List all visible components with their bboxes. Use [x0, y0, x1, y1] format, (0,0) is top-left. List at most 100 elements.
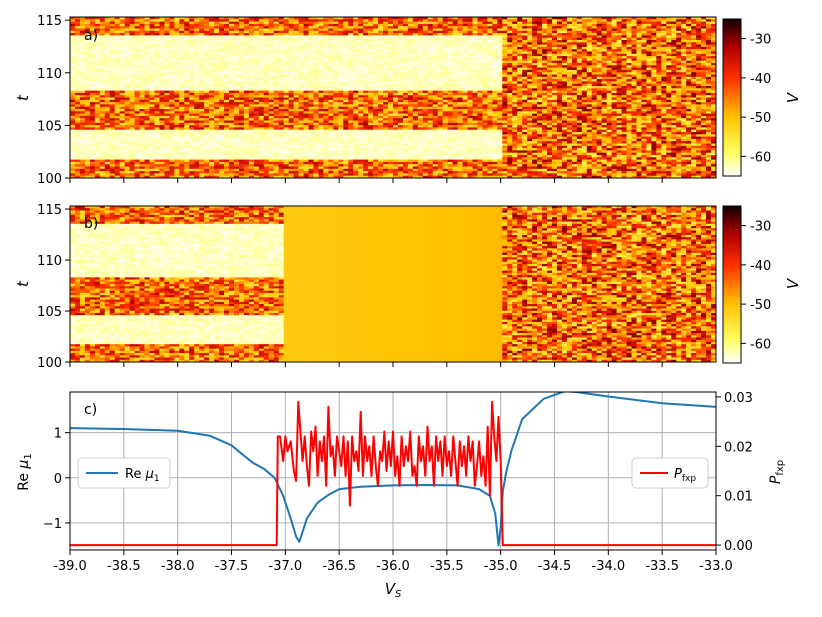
heatmap-cell	[358, 175, 364, 178]
heatmap-cell	[164, 113, 170, 117]
heatmap-cell	[358, 21, 364, 25]
heatmap-cell	[104, 76, 111, 80]
heatmap-cell	[323, 109, 329, 112]
heatmap-cell	[154, 104, 160, 108]
heatmap-cell	[288, 136, 295, 140]
heatmap-cell	[353, 88, 359, 92]
heatmap-cell	[159, 175, 165, 178]
heatmap-cell	[179, 69, 185, 73]
heatmap-cell	[169, 106, 175, 110]
heatmap-cell	[323, 95, 329, 98]
heatmap-cell	[194, 175, 200, 178]
heatmap-cell	[293, 86, 300, 89]
heatmap-cell	[417, 67, 424, 71]
heatmap-cell	[214, 46, 220, 50]
heatmap-cell	[243, 26, 250, 29]
heatmap-cell	[94, 67, 101, 71]
heatmap-cell	[412, 150, 419, 154]
heatmap-cell	[288, 79, 295, 82]
heatmap-cell	[109, 120, 116, 124]
heatmap-cell	[273, 23, 280, 27]
heatmap-cell	[159, 72, 165, 75]
heatmap-cell	[224, 65, 230, 69]
heatmap-cell	[412, 138, 419, 142]
heatmap-cell	[114, 118, 121, 121]
heatmap-cell	[159, 30, 165, 34]
heatmap-cell	[248, 26, 255, 29]
heatmap-cell	[184, 37, 190, 41]
heatmap-cell	[134, 152, 141, 156]
heatmap-cell	[268, 37, 275, 41]
heatmap-cell	[248, 28, 255, 32]
heatmap-cell	[308, 79, 314, 82]
heatmap-cell	[229, 138, 235, 142]
heatmap-cell	[318, 127, 324, 131]
heatmap-cell	[214, 150, 220, 154]
heatmap-cell	[219, 42, 225, 46]
heatmap-cell	[373, 104, 379, 108]
heatmap-cell	[308, 122, 314, 126]
heatmap-cell	[378, 74, 384, 78]
heatmap-cell	[219, 72, 225, 75]
heatmap-cell	[224, 145, 230, 149]
heatmap-cell	[318, 49, 324, 52]
heatmap-cell	[70, 102, 76, 105]
heatmap-cell	[114, 51, 121, 55]
heatmap-cell	[358, 136, 364, 140]
heatmap-cell	[258, 138, 265, 142]
heatmap-cell	[278, 155, 285, 158]
heatmap-cell	[318, 113, 324, 117]
heatmap-cell	[154, 111, 160, 115]
heatmap-cell	[368, 166, 374, 170]
heatmap-cell	[194, 63, 200, 66]
heatmap-cell	[233, 122, 240, 126]
heatmap-cell	[149, 60, 155, 64]
heatmap-cell	[368, 23, 374, 27]
heatmap-cell	[308, 145, 314, 149]
heatmap-cell	[129, 125, 136, 128]
heatmap-cell	[363, 65, 369, 69]
heatmap-cell	[154, 148, 160, 151]
heatmap-cell	[169, 109, 175, 112]
heatmap-cell	[79, 109, 86, 112]
heatmap-cell	[219, 86, 225, 89]
heatmap-cell	[263, 129, 270, 133]
heatmap-cell	[94, 37, 101, 41]
heatmap-cell	[363, 26, 369, 29]
heatmap-cell	[74, 113, 81, 117]
heatmap-cell	[373, 19, 379, 23]
heatmap-cell	[358, 148, 364, 151]
heatmap-cell	[70, 161, 76, 165]
heatmap-cell	[169, 56, 175, 59]
heatmap-cell	[298, 79, 305, 82]
heatmap-cell	[243, 136, 250, 140]
heatmap-cell	[407, 40, 414, 43]
heatmap-cell	[303, 171, 310, 174]
heatmap-cell	[189, 74, 195, 78]
heatmap-cell	[298, 150, 305, 154]
heatmap-cell	[303, 161, 310, 165]
heatmap-cell	[358, 86, 364, 89]
heatmap-cell	[84, 115, 91, 119]
heatmap-cell	[258, 104, 265, 108]
heatmap-cell	[348, 79, 354, 82]
heatmap-cell	[393, 42, 399, 46]
heatmap-cell	[209, 122, 215, 126]
heatmap-cell	[214, 127, 220, 131]
heatmap-cell	[293, 150, 300, 154]
heatmap-cell	[378, 92, 384, 96]
heatmap-cell	[283, 171, 290, 174]
heatmap-cell	[273, 40, 280, 43]
heatmap-cell	[308, 83, 314, 87]
heatmap-cell	[338, 127, 344, 131]
heatmap-cell	[388, 99, 394, 103]
heatmap-cell	[278, 67, 285, 71]
heatmap-cell	[184, 33, 190, 36]
heatmap-cell	[353, 159, 359, 163]
heatmap-cell	[144, 138, 151, 142]
heatmap-cell	[378, 95, 384, 98]
heatmap-cell	[373, 67, 379, 71]
heatmap-cell	[298, 60, 305, 64]
heatmap-cell	[397, 49, 404, 52]
heatmap-cell	[293, 164, 300, 167]
